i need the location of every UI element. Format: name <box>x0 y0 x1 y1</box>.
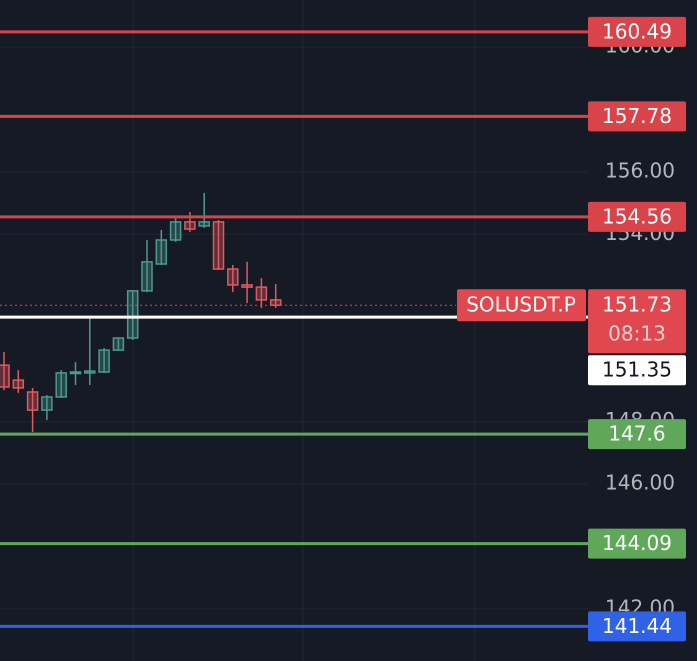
level-label: 147.6 <box>608 422 665 446</box>
candle-body <box>269 299 282 306</box>
candle-body <box>169 221 182 241</box>
level-label-box <box>588 419 686 450</box>
candle-body <box>0 364 10 388</box>
candle-body <box>141 261 153 292</box>
y-tick-label: 146.00 <box>605 471 675 495</box>
last-price-label: 151.73 <box>602 293 672 317</box>
candle-body <box>55 372 67 398</box>
candle-body <box>126 290 139 339</box>
candle-body <box>155 239 168 265</box>
level-label: 157.78 <box>602 104 672 128</box>
candle-body <box>184 221 196 230</box>
level-label: 144.09 <box>602 531 672 555</box>
level-label: 151.35 <box>602 358 672 382</box>
symbol-label: SOLUSDT.P <box>466 293 576 317</box>
level-label: 160.49 <box>602 19 672 43</box>
candle-body <box>12 379 25 389</box>
candle-body <box>241 284 253 288</box>
candle-body <box>198 221 210 227</box>
level-label: 141.44 <box>602 614 672 638</box>
level-label-box <box>588 528 686 559</box>
candle-body <box>41 396 53 411</box>
level-label-box <box>588 101 686 132</box>
symbol-box <box>457 289 586 322</box>
level-label-box <box>588 201 686 232</box>
candle-body <box>84 370 96 374</box>
candle-body <box>227 268 239 286</box>
level-label: 154.56 <box>602 204 672 228</box>
candle-body <box>112 337 125 351</box>
candle-body <box>69 371 82 375</box>
level-label-box <box>588 355 686 386</box>
candle-body <box>255 286 268 301</box>
level-label-box <box>588 16 686 47</box>
countdown-label: 08:13 <box>608 322 666 346</box>
candle-body <box>212 221 225 270</box>
candle-body <box>26 391 39 411</box>
candle-body <box>98 349 110 373</box>
y-tick-label: 156.00 <box>605 158 675 182</box>
level-label-box <box>588 611 686 642</box>
last-price-box <box>588 289 686 354</box>
